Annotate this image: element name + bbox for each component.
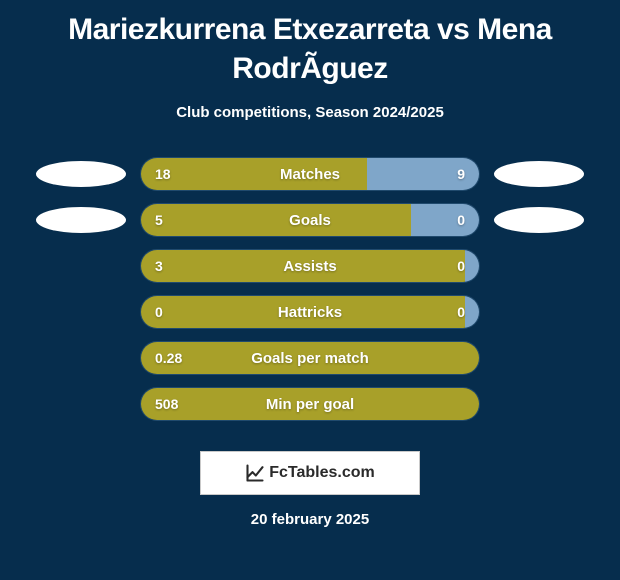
player-right-oval bbox=[494, 161, 584, 187]
stat-bar: 50Goals bbox=[140, 203, 480, 237]
date-text: 20 february 2025 bbox=[0, 511, 620, 528]
bar-left-segment bbox=[141, 388, 479, 420]
stat-row: 30Assists bbox=[0, 243, 620, 289]
stat-bar: 0.28Goals per match bbox=[140, 341, 480, 375]
player-left-oval bbox=[36, 207, 126, 233]
bar-right-segment bbox=[465, 296, 479, 328]
comparison-card: Mariezkurrena Etxezarreta vs Mena RodrÃ­… bbox=[0, 0, 620, 580]
subtitle: Club competitions, Season 2024/2025 bbox=[0, 104, 620, 121]
bar-left-segment bbox=[141, 342, 479, 374]
stat-bar: 189Matches bbox=[140, 157, 480, 191]
player-left-oval bbox=[36, 161, 126, 187]
bar-left-segment bbox=[141, 296, 465, 328]
player-right-oval bbox=[494, 207, 584, 233]
stat-row: 0.28Goals per match bbox=[0, 335, 620, 381]
brand-text: FcTables.com bbox=[269, 464, 375, 482]
bar-right-segment bbox=[367, 158, 479, 190]
stat-rows: 189Matches 50Goals 30Assists 00Hattricks 0.2… bbox=[0, 151, 620, 427]
chart-line-icon bbox=[245, 463, 265, 483]
stat-bar: 508Min per goal bbox=[140, 387, 480, 421]
bar-left-segment bbox=[141, 204, 411, 236]
stat-row: 189Matches bbox=[0, 151, 620, 197]
stat-bar: 30Assists bbox=[140, 249, 480, 283]
stat-row: 00Hattricks bbox=[0, 289, 620, 335]
stat-row: 50Goals bbox=[0, 197, 620, 243]
bar-right-segment bbox=[411, 204, 479, 236]
stat-bar: 00Hattricks bbox=[140, 295, 480, 329]
page-title: Mariezkurrena Etxezarreta vs Mena RodrÃ­… bbox=[0, 10, 620, 88]
bar-right-segment bbox=[465, 250, 479, 282]
bar-left-segment bbox=[141, 158, 367, 190]
stat-row: 508Min per goal bbox=[0, 381, 620, 427]
bar-left-segment bbox=[141, 250, 465, 282]
brand-box[interactable]: FcTables.com bbox=[200, 451, 420, 495]
